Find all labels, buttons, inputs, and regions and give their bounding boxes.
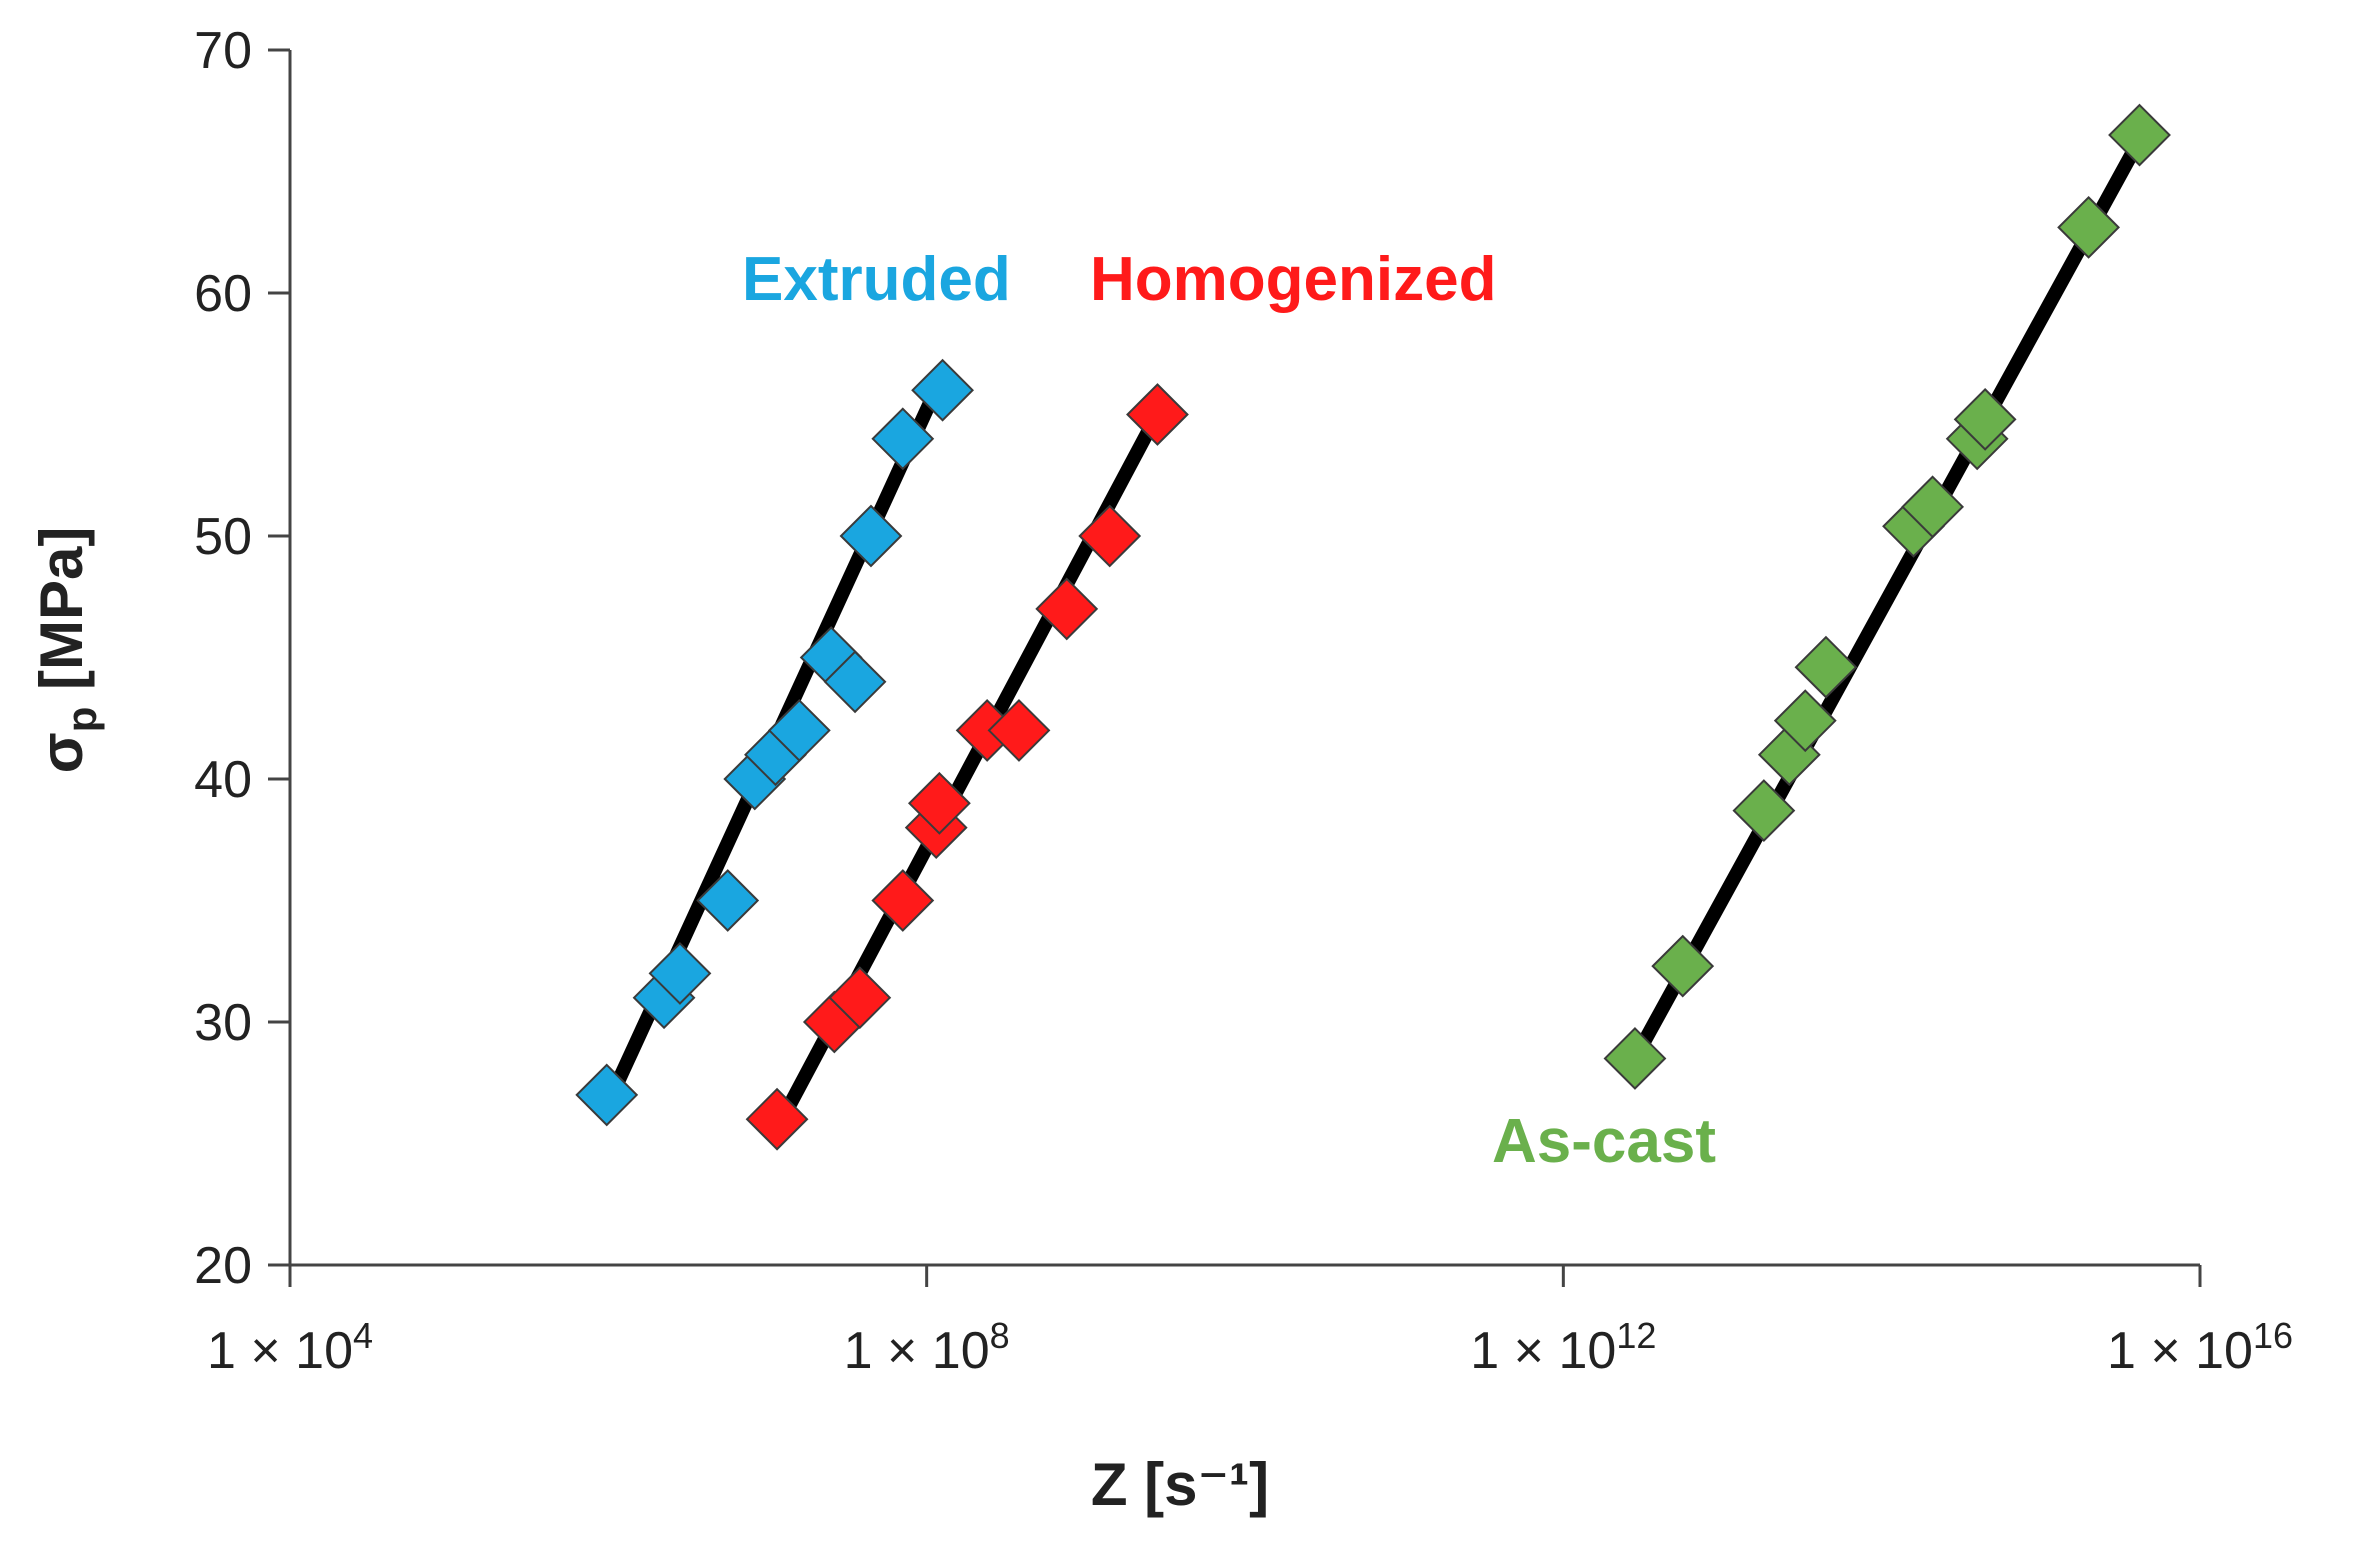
data-point-extruded [767,698,831,762]
y-tick-label: 50 [194,508,252,566]
data-point-as-cast [1794,635,1858,699]
data-point-as-cast [1651,934,1715,998]
y-tick-label: 20 [194,1237,252,1295]
data-point-as-cast [1953,387,2017,451]
series-label-extruded: Extruded [742,245,1011,314]
data-point-homogenized [871,869,935,932]
fit-line-as-cast [1628,136,2146,1062]
data-point-homogenized [987,698,1051,762]
y-tick-label: 60 [194,265,252,323]
data-point-extruded [648,941,712,1005]
data-point-homogenized [828,966,892,1030]
data-point-homogenized [1078,504,1142,568]
x-tick-label: 1 × 1012 [1470,1315,1656,1380]
data-point-as-cast [2057,195,2120,259]
data-point-extruded [823,650,887,714]
y-tick-label: 70 [194,22,252,80]
data-point-extruded [575,1063,639,1127]
series-label-as-cast: As-cast [1492,1107,1716,1176]
data-point-as-cast [1732,779,1796,843]
data-point-homogenized [1126,383,1189,446]
data-point-as-cast [1773,689,1837,753]
data-point-as-cast [1603,1027,1667,1090]
y-axis-title: σp [MPa] [28,527,105,774]
data-point-extruded [839,504,903,568]
x-tick-label: 1 × 1016 [2107,1315,2293,1380]
x-axis-title: Z [s⁻¹] [1091,1451,1269,1518]
data-point-homogenized [745,1087,809,1151]
y-tick-label: 30 [194,994,252,1052]
x-tick-label: 1 × 108 [844,1315,1010,1380]
data-point-homogenized [1035,577,1099,641]
data-point-as-cast [2108,103,2171,167]
data-point-as-cast [1901,475,1965,539]
x-ticks: 1 × 104 1 × 108 1 × 1012 1 × 1016 [207,1265,2293,1380]
y-ticks: 20 30 40 50 60 70 [194,22,290,1295]
data-point-extruded [871,407,935,471]
data-point-extruded [696,869,760,932]
data-point-homogenized [907,771,971,835]
data-points [575,103,2171,1151]
series-label-homogenized: Homogenized [1090,245,1496,314]
data-point-extruded [911,358,974,422]
y-tick-label: 40 [194,751,252,809]
x-tick-label: 1 × 104 [207,1315,373,1380]
